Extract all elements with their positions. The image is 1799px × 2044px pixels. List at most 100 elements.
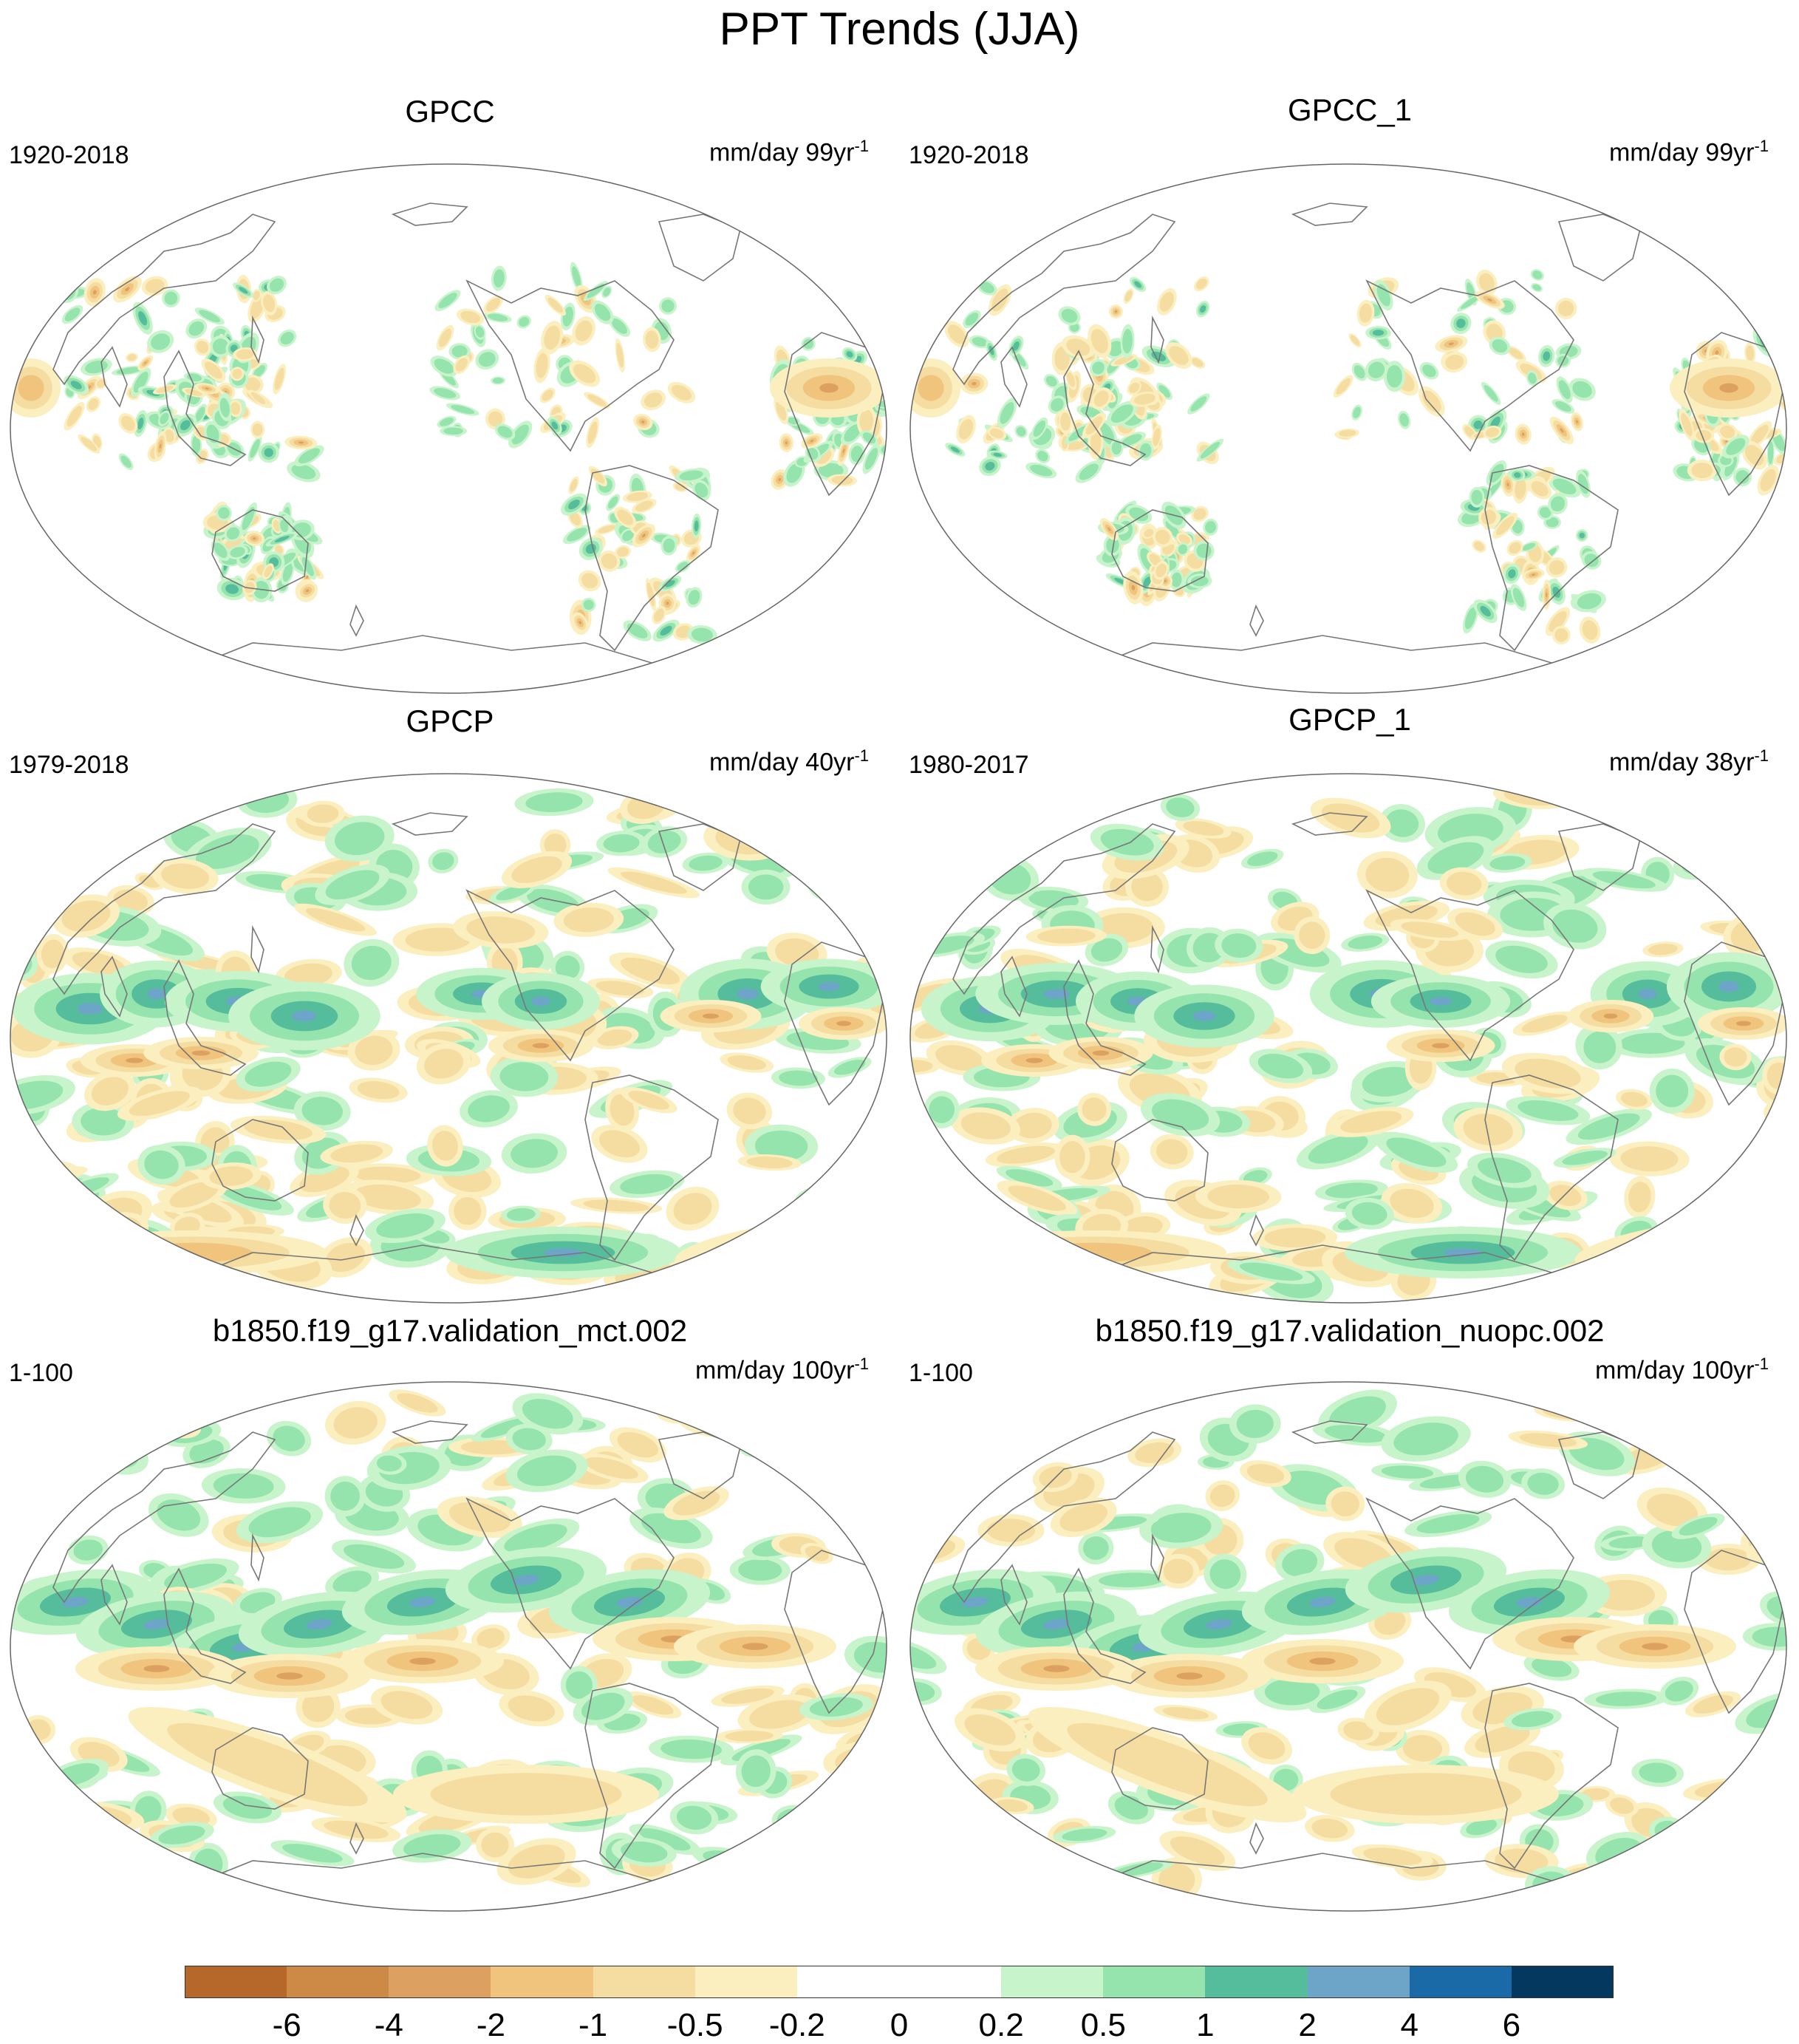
coastline: [163, 350, 247, 466]
map-border: [10, 163, 887, 694]
coastline: [52, 1431, 276, 1604]
coastline: [391, 1420, 468, 1444]
coastline: [1557, 823, 1641, 891]
coastlines: [952, 202, 1785, 681]
robinson-map: [10, 163, 887, 694]
panel-period: 1-100: [909, 1359, 973, 1387]
map-panel: b1850.f19_g17.validation_mct.002 1-100 mm/…: [0, 1307, 900, 1912]
panel-units: mm/day 100yr-1: [1595, 1349, 1769, 1385]
units-exponent: -1: [854, 137, 869, 155]
colorbar-tick-label: -0.5: [666, 2007, 723, 2043]
panel-title: GPCP: [406, 704, 494, 738]
colorbar-tick-label: 0.2: [978, 2007, 1024, 2043]
coastlines: [52, 812, 885, 1290]
map-border: [909, 1381, 1787, 1912]
coastline: [1063, 959, 1147, 1076]
coastline: [1249, 1822, 1264, 1855]
map-panel: GPCP_1 1980-2017 mm/day 38yr-1: [900, 698, 1799, 1304]
map-panel: GPCC 1920-2018 mm/day 99yr-1: [0, 89, 900, 695]
coastline: [1291, 812, 1368, 836]
coastline: [1000, 346, 1028, 408]
coastline: [100, 955, 128, 1018]
coastlines: [52, 1420, 885, 1898]
units-exponent: -1: [854, 1355, 869, 1373]
coastline: [349, 1822, 364, 1855]
coastline: [1291, 202, 1368, 226]
panel-period: 1980-2017: [909, 751, 1029, 779]
coastline: [1684, 941, 1785, 1106]
colorbar-tick-label: -0.2: [768, 2007, 825, 2043]
coastline: [784, 941, 885, 1106]
coastline: [211, 509, 309, 592]
panel-units: mm/day 38yr-1: [1609, 741, 1769, 777]
colorbar-swatch: [185, 1966, 287, 1998]
coastline: [465, 889, 675, 1062]
colorbar-tick-label: 0.5: [1080, 2007, 1126, 2043]
colorbar-swatch: [1307, 1966, 1410, 1998]
coastline: [1484, 465, 1619, 652]
coastline: [163, 1567, 247, 1684]
coastline: [349, 604, 364, 637]
units-text: mm/day 99yr: [709, 138, 855, 167]
coastline: [1365, 889, 1574, 1062]
figure-title: PPT Trends (JJA): [719, 4, 1080, 55]
coastline: [52, 214, 276, 386]
colorbar-swatch: [389, 1966, 491, 1998]
coastline: [391, 202, 468, 226]
colorbar-tick-label: -2: [476, 2007, 505, 2043]
coastline: [658, 823, 741, 891]
coastline: [784, 332, 885, 497]
panel-title: GPCC_1: [1287, 92, 1413, 127]
precip-field: [10, 262, 887, 644]
colorbar-swatch: [287, 1966, 389, 1998]
coastline: [1365, 279, 1574, 452]
coastline: [1557, 214, 1641, 282]
coastline: [211, 1119, 309, 1202]
units-exponent: -1: [1754, 137, 1769, 155]
units-text: mm/day 38yr: [1608, 748, 1755, 777]
map-border: [909, 163, 1787, 694]
coastline: [178, 1244, 704, 1290]
coastline: [1150, 924, 1164, 974]
coastline: [211, 1727, 309, 1810]
colorbar-swatch: [694, 1966, 798, 1998]
coastline: [1557, 1431, 1641, 1499]
units-exponent: -1: [1754, 746, 1769, 765]
coastline: [1078, 635, 1604, 681]
coastline: [1078, 1244, 1604, 1290]
colorbar-swatch: [593, 1966, 696, 1998]
map-panel: b1850.f19_g17.validation_nuopc.002 1-100 m…: [900, 1307, 1799, 1912]
colorbar-swatch: [491, 1966, 594, 1998]
colorbar-swatch: [1001, 1966, 1104, 1998]
coastline: [178, 1853, 704, 1898]
robinson-map: [10, 1381, 887, 1912]
panel-title: b1850.f19_g17.validation_nuopc.002: [1095, 1313, 1605, 1348]
robinson-map: [909, 163, 1787, 694]
coastlines: [952, 1420, 1785, 1898]
coastline: [952, 823, 1176, 995]
panel-title: GPCP_1: [1288, 702, 1411, 737]
coastline: [952, 214, 1176, 386]
colorbar: [185, 1966, 1614, 1998]
coastline: [1684, 1550, 1785, 1714]
coastline: [1063, 1567, 1147, 1684]
colorbar-tick-label: 1: [1196, 2007, 1215, 2043]
panel-title: b1850.f19_g17.validation_mct.002: [212, 1313, 688, 1348]
coastline: [465, 279, 675, 452]
panel-units: mm/day 100yr-1: [695, 1349, 869, 1385]
colorbar-tick-label: 0: [890, 2007, 909, 2043]
coastline: [1291, 1420, 1368, 1444]
coastline: [952, 1431, 1176, 1604]
coastline: [163, 959, 247, 1076]
robinson-map: [10, 773, 887, 1304]
coastline: [1484, 1074, 1619, 1261]
coastline: [1000, 955, 1028, 1018]
coastline: [1684, 332, 1785, 497]
coastline: [658, 214, 741, 282]
units-exponent: -1: [854, 746, 869, 765]
coastline: [1111, 1119, 1209, 1202]
colorbar-tick-label: 4: [1400, 2007, 1419, 2043]
coastline: [1063, 350, 1147, 466]
panel-period: 1979-2018: [9, 751, 129, 779]
colorbar-swatch: [1511, 1966, 1614, 1998]
